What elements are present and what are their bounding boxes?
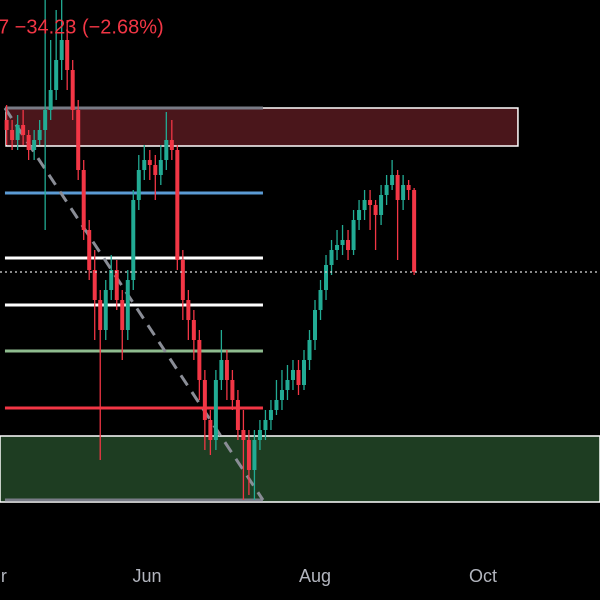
candle-body — [368, 200, 373, 205]
candle-body — [153, 165, 158, 175]
candle-body — [136, 170, 141, 200]
candle-body — [202, 380, 207, 420]
candle-body — [346, 240, 351, 250]
candle-body — [164, 140, 169, 160]
candle-body — [197, 340, 202, 380]
candle-body — [274, 400, 279, 410]
candle-body — [224, 360, 229, 380]
candle-body — [191, 320, 196, 340]
candle-body — [285, 380, 290, 390]
candle-body — [21, 125, 26, 135]
x-tick-label: Jun — [133, 566, 162, 586]
candle-body — [158, 160, 163, 175]
candle-body — [268, 410, 273, 420]
candle-body — [70, 70, 75, 110]
candle-body — [26, 135, 31, 150]
candle-body — [186, 300, 191, 320]
candle-body — [379, 195, 384, 215]
candle-body — [307, 340, 312, 360]
candle-body — [296, 370, 301, 385]
candle-body — [103, 290, 108, 330]
x-tick-label: r — [1, 566, 7, 586]
candle-body — [290, 370, 295, 380]
candle-body — [32, 140, 37, 150]
trend-line — [3, 107, 265, 501]
candle-body — [114, 270, 119, 300]
candle-body — [147, 160, 152, 165]
candle-body — [120, 300, 125, 330]
candle-body — [98, 300, 103, 330]
candle-body — [142, 160, 147, 170]
candle-body — [246, 440, 251, 470]
price-change-header: 7 −34.23 (−2.68%) — [0, 16, 164, 38]
candle-body — [15, 125, 20, 140]
candle-body — [241, 430, 246, 440]
candle-body — [76, 110, 81, 170]
candle-body — [257, 430, 262, 440]
candle-body — [357, 210, 362, 220]
candle-body — [373, 205, 378, 215]
candle-body — [48, 90, 53, 110]
candle-body — [384, 185, 389, 195]
candle-body — [81, 170, 86, 230]
candle-body — [87, 230, 92, 270]
candle-body — [92, 270, 97, 300]
candle-body — [43, 110, 48, 130]
candle-body — [37, 130, 42, 140]
x-tick-label: Aug — [299, 566, 331, 586]
candle-body — [329, 250, 334, 265]
candle-body — [235, 400, 240, 430]
candle-body — [125, 280, 130, 330]
candle-body — [263, 420, 268, 430]
candle-body — [351, 220, 356, 250]
candle-body — [395, 175, 400, 200]
candle-body — [59, 40, 64, 60]
candle-body — [175, 150, 180, 260]
candle-body — [252, 440, 257, 470]
candle-body — [169, 140, 174, 150]
candle-body — [401, 185, 406, 200]
candle-body — [65, 40, 70, 70]
candle-body — [406, 185, 411, 190]
candle-body — [180, 260, 185, 300]
candle-body — [4, 120, 9, 130]
candle-body — [10, 130, 15, 140]
plot: r Jun Aug Oct — [0, 0, 600, 586]
candle-body — [390, 175, 395, 185]
candle-body — [362, 200, 367, 210]
price-zone — [0, 435, 600, 503]
candle-body — [54, 60, 59, 90]
candle-body — [335, 245, 340, 250]
candle-body — [313, 310, 318, 340]
x-tick-label: Oct — [469, 566, 497, 586]
candle-body — [412, 190, 417, 272]
candle-body — [109, 270, 114, 290]
candle-body — [213, 380, 218, 440]
candle-body — [208, 420, 213, 440]
candle-body — [279, 390, 284, 400]
candle-body — [318, 290, 323, 310]
candle-body — [301, 360, 306, 385]
candle-body — [230, 380, 235, 400]
candle-body — [219, 360, 224, 380]
price-zone — [5, 107, 519, 147]
candle-body — [340, 240, 345, 245]
candle-body — [131, 200, 136, 280]
candle-body — [324, 265, 329, 290]
